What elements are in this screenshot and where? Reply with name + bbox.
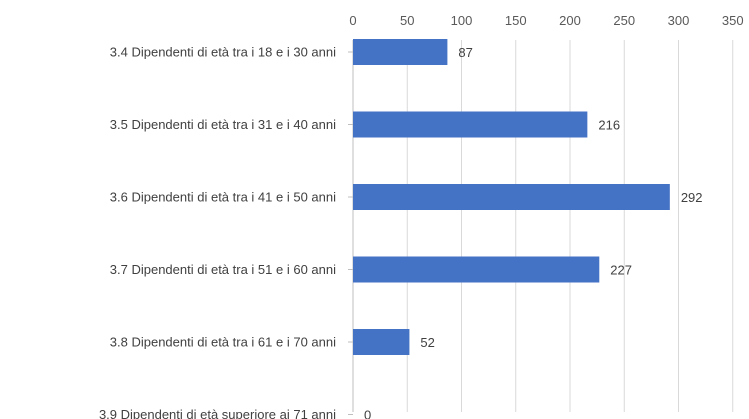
category-labels: 3.4 Dipendenti di età tra i 18 e i 30 an… [99,45,336,419]
category-label: 3.5 Dipendenti di età tra i 31 e i 40 an… [110,117,336,132]
data-labels: 87 216 292 227 52 0 [364,45,703,419]
data-label: 227 [610,263,632,278]
category-label: 3.7 Dipendenti di età tra i 51 e i 60 an… [110,262,336,277]
category-label: 3.6 Dipendenti di età tra i 41 e i 50 an… [110,190,336,205]
data-label: 0 [364,408,371,419]
gridlines [406,40,734,412]
category-label: 3.4 Dipendenti di età tra i 18 e i 30 an… [110,45,336,60]
data-label: 52 [420,335,434,350]
data-label: 216 [598,118,620,133]
bar [353,111,588,138]
bar [353,256,600,283]
data-label: 87 [458,45,472,60]
category-label: 3.9 Dipendenti di età superiore ai 71 an… [99,407,336,419]
x-tick-label: 100 [451,13,473,28]
x-tick-label: 350 [722,13,744,28]
bar [353,39,448,65]
x-tick-label: 200 [559,13,581,28]
bar [353,184,670,210]
x-tick-label: 250 [613,13,635,28]
data-label: 292 [681,190,703,205]
x-tick-label: 0 [349,13,356,28]
x-tick-label: 50 [400,13,414,28]
x-tick-label: 150 [505,13,527,28]
x-axis-ticks: 0 50 100 150 200 250 300 350 [349,13,743,28]
x-tick-label: 300 [668,13,690,28]
bar [353,329,410,355]
category-label: 3.8 Dipendenti di età tra i 61 e i 70 an… [110,335,336,350]
bars [353,39,670,355]
category-axis [348,40,354,415]
